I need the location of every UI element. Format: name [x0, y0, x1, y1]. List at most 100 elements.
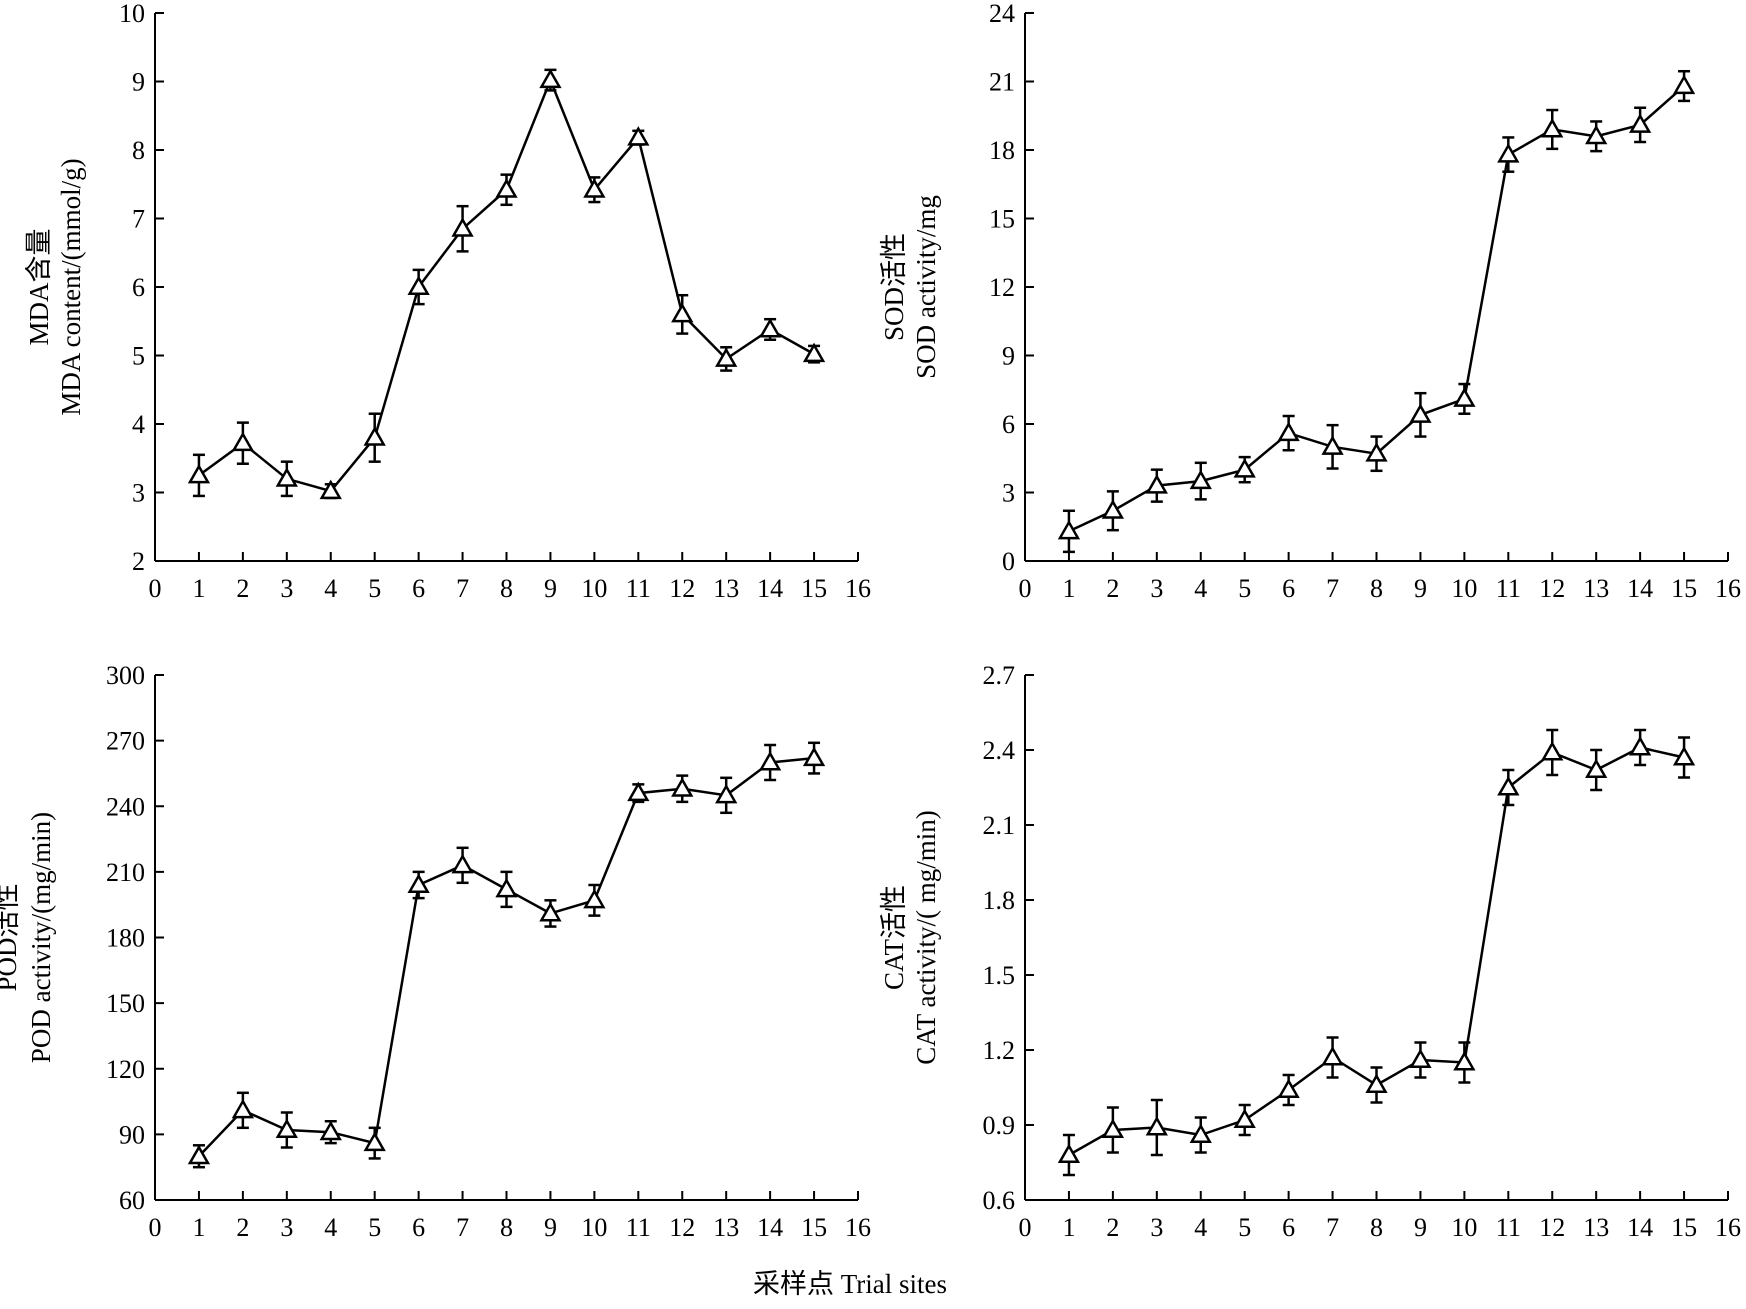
y-tick-label: 8 — [132, 136, 145, 165]
data-point — [1233, 458, 1256, 478]
y-tick-label: 2 — [132, 547, 145, 576]
y-axis-title-line1: POD活性 — [0, 883, 22, 991]
x-tick-label: 12 — [1539, 1213, 1565, 1242]
data-point — [758, 317, 782, 338]
x-tick-label: 11 — [626, 574, 651, 603]
y-tick-label: 0.6 — [983, 1186, 1016, 1215]
data-point — [451, 853, 474, 874]
data-point — [1145, 474, 1168, 494]
y-axis-title-line1: CAT活性 — [879, 885, 909, 990]
x-tick-label: 6 — [1282, 1213, 1295, 1242]
x-tick-label: 13 — [713, 1213, 739, 1242]
y-tick-label: 120 — [106, 1055, 145, 1084]
data-point — [802, 746, 826, 767]
x-tick-label: 2 — [1106, 1213, 1119, 1242]
x-tick-label: 1 — [192, 1213, 205, 1242]
x-tick-label: 2 — [236, 1213, 249, 1242]
x-tick-label: 12 — [669, 574, 695, 603]
data-point — [539, 901, 562, 922]
x-tick-label: 7 — [1326, 1213, 1339, 1242]
y-tick-label: 1.8 — [983, 886, 1016, 915]
data-point — [758, 750, 782, 771]
data-point — [715, 783, 738, 804]
y-tick-label: 2.7 — [983, 661, 1016, 690]
data-point — [275, 467, 298, 487]
y-tick-label: 0 — [1002, 547, 1015, 576]
x-tick-label: 0 — [1019, 1213, 1032, 1242]
x-tick-label: 9 — [1414, 574, 1427, 603]
data-point — [1101, 499, 1125, 519]
x-tick-label: 0 — [149, 1213, 162, 1242]
x-tick-label: 3 — [1150, 574, 1163, 603]
y-tick-label: 2.1 — [983, 811, 1016, 840]
data-point — [187, 463, 211, 484]
y-axis-title-line2: MDA content/(mmol/g) — [56, 158, 86, 415]
data-point — [1189, 469, 1212, 490]
x-tick-label: 14 — [757, 1213, 783, 1242]
y-axis-title-line2: CAT activity/( mg/min) — [911, 810, 941, 1064]
data-point — [1541, 117, 1564, 138]
data-point — [1101, 1118, 1125, 1138]
x-tick-label: 7 — [456, 574, 469, 603]
data-point — [671, 302, 694, 323]
data-point — [671, 777, 694, 797]
data-point — [627, 781, 650, 802]
data-point — [363, 1131, 386, 1152]
y-tick-label: 6 — [1002, 410, 1015, 439]
data-point — [627, 126, 650, 146]
x-tick-label: 8 — [500, 1213, 513, 1242]
data-point — [407, 275, 430, 295]
data-point — [363, 426, 386, 446]
data-point — [1321, 1045, 1344, 1066]
data-point — [539, 68, 562, 89]
data-point — [583, 178, 606, 198]
data-point — [275, 1118, 298, 1138]
x-tick-label: 2 — [1106, 574, 1119, 603]
y-tick-label: 150 — [106, 989, 145, 1018]
x-tick-label: 5 — [368, 574, 381, 603]
data-point — [1497, 143, 1520, 163]
data-point — [1628, 735, 1652, 756]
y-tick-label: 180 — [106, 924, 145, 953]
data-point — [1672, 74, 1696, 95]
x-tick-label: 14 — [1627, 1213, 1653, 1242]
y-axis-title-line1: SOD活性 — [879, 233, 909, 341]
data-point — [231, 431, 255, 452]
x-tick-label: 11 — [1496, 574, 1521, 603]
x-tick-label: 6 — [1282, 574, 1295, 603]
y-tick-label: 210 — [106, 858, 145, 887]
series-line — [197, 756, 815, 1158]
x-tick-label: 14 — [757, 574, 783, 603]
data-point — [1541, 740, 1564, 761]
x-tick-label: 11 — [1496, 1213, 1521, 1242]
x-tick-label: 3 — [280, 574, 293, 603]
x-tick-label: 11 — [626, 1213, 651, 1242]
y-tick-label: 9 — [132, 68, 145, 97]
data-point — [407, 873, 430, 893]
x-tick-label: 4 — [1194, 574, 1207, 603]
x-tick-label: 16 — [845, 1213, 871, 1242]
data-point — [1409, 403, 1432, 423]
x-tick-label: 1 — [192, 574, 205, 603]
x-tick-label: 10 — [1451, 1213, 1477, 1242]
data-point — [1365, 1073, 1388, 1093]
y-tick-label: 12 — [989, 273, 1015, 302]
y-tick-label: 2.4 — [983, 736, 1016, 765]
x-tick-label: 12 — [1539, 574, 1565, 603]
x-tick-label: 3 — [280, 1213, 293, 1242]
shared-x-axis-label: 采样点 Trial sites — [752, 1269, 948, 1299]
data-point — [1585, 124, 1608, 145]
x-tick-label: 10 — [581, 574, 607, 603]
x-tick-label: 8 — [1370, 1213, 1383, 1242]
y-tick-label: 240 — [106, 792, 145, 821]
x-tick-label: 5 — [1238, 1213, 1251, 1242]
x-tick-label: 6 — [412, 574, 425, 603]
x-tick-label: 9 — [544, 574, 557, 603]
y-tick-label: 9 — [1002, 342, 1015, 371]
y-tick-label: 24 — [989, 0, 1015, 28]
x-tick-label: 15 — [801, 574, 827, 603]
data-point — [1145, 1115, 1168, 1136]
